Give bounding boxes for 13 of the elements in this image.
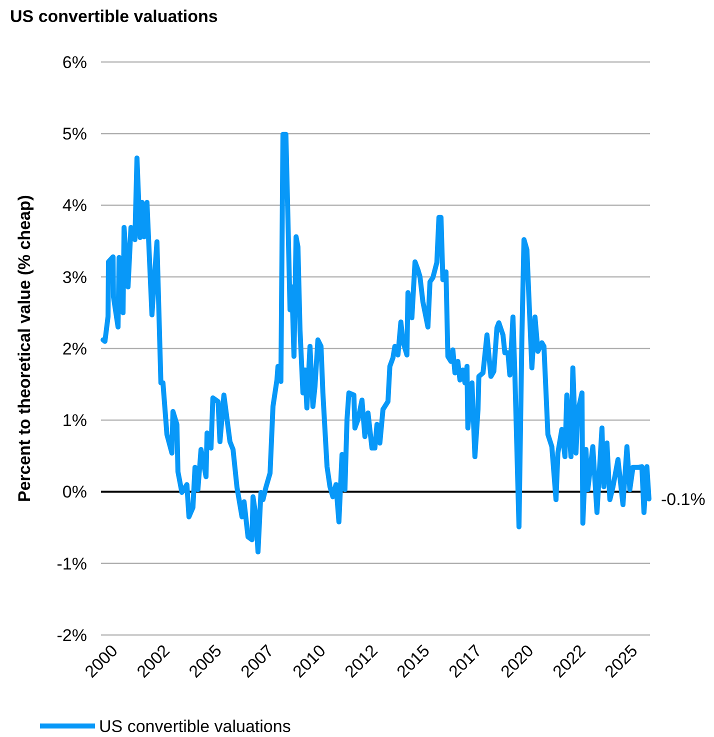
y-tick-label: 0% (62, 482, 87, 502)
y-tick-label: 3% (62, 268, 87, 287)
y-tick-label: 2% (62, 339, 87, 358)
y-tick-label: 1% (62, 411, 87, 430)
y-tick-label: -2% (56, 626, 87, 645)
y-tick-label: 6% (62, 52, 87, 72)
y-tick-label: 4% (62, 196, 87, 216)
y-tick-label: 5% (62, 124, 87, 144)
legend-label: US convertible valuations (99, 716, 291, 736)
annotation: -0.1% (660, 490, 706, 509)
y-axis-title: Percent to theoretical value (% cheap) (15, 194, 34, 502)
y-tick-label: -1% (56, 554, 87, 574)
chart-title: US convertible valuations (10, 7, 218, 26)
